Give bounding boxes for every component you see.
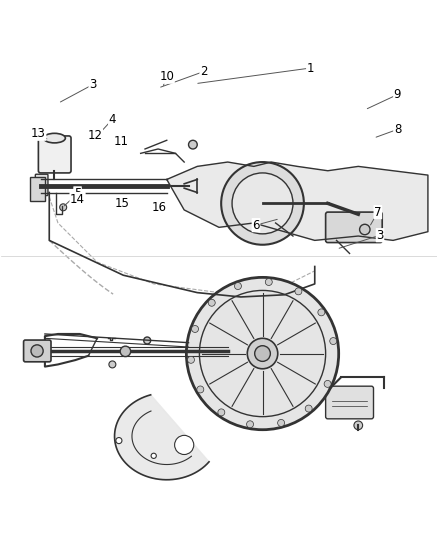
FancyBboxPatch shape (325, 212, 382, 243)
Circle shape (188, 140, 197, 149)
FancyBboxPatch shape (35, 174, 48, 196)
Circle shape (278, 419, 285, 426)
Text: 7: 7 (374, 206, 381, 219)
FancyBboxPatch shape (39, 136, 71, 173)
Text: 10: 10 (159, 70, 174, 83)
Circle shape (144, 337, 151, 344)
Circle shape (218, 409, 225, 416)
Circle shape (354, 421, 363, 430)
Circle shape (208, 300, 215, 306)
Circle shape (187, 357, 194, 364)
Circle shape (360, 224, 370, 235)
Circle shape (330, 337, 337, 344)
Text: 15: 15 (115, 197, 130, 211)
Text: 2: 2 (200, 65, 208, 78)
Text: 5: 5 (74, 187, 81, 200)
FancyBboxPatch shape (24, 340, 51, 362)
Text: 3: 3 (89, 78, 96, 91)
Circle shape (234, 282, 241, 289)
Circle shape (247, 421, 254, 428)
Circle shape (191, 326, 198, 333)
Text: 14: 14 (70, 192, 85, 206)
Text: 11: 11 (113, 135, 129, 148)
Text: 9: 9 (394, 88, 401, 101)
Text: 13: 13 (31, 127, 46, 140)
Circle shape (109, 361, 116, 368)
Circle shape (151, 453, 156, 458)
Circle shape (324, 381, 331, 387)
Circle shape (232, 173, 293, 234)
Circle shape (221, 162, 304, 245)
Circle shape (305, 405, 312, 412)
Circle shape (60, 204, 67, 211)
Circle shape (116, 438, 122, 443)
Text: 12: 12 (88, 128, 102, 142)
Circle shape (254, 346, 270, 361)
Text: 4: 4 (109, 113, 116, 126)
Circle shape (295, 288, 302, 295)
Text: 3: 3 (376, 229, 384, 241)
Text: 8: 8 (394, 123, 401, 136)
Circle shape (31, 345, 43, 357)
Circle shape (197, 386, 204, 393)
Text: 6: 6 (252, 219, 260, 232)
Circle shape (318, 309, 325, 316)
Ellipse shape (44, 133, 65, 143)
Circle shape (247, 338, 278, 369)
Polygon shape (115, 395, 209, 480)
Text: 16: 16 (152, 201, 166, 214)
FancyBboxPatch shape (325, 386, 374, 419)
Text: 1: 1 (307, 61, 314, 75)
Bar (30, 177, 45, 201)
Circle shape (265, 279, 272, 286)
Circle shape (175, 435, 194, 455)
Circle shape (120, 346, 131, 357)
Circle shape (186, 277, 339, 430)
Polygon shape (167, 162, 428, 240)
